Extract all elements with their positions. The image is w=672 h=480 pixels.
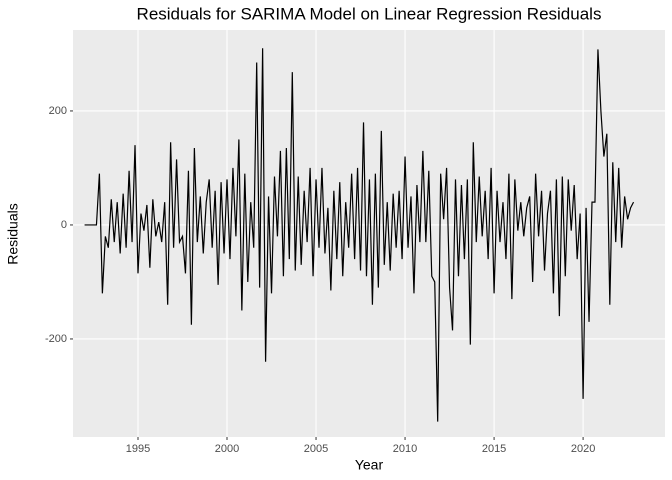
- y-tick-label: 0: [61, 219, 67, 231]
- x-tick-label: 2020: [571, 443, 595, 455]
- x-axis-title: Year: [355, 457, 384, 473]
- x-tick-label: 1995: [126, 443, 150, 455]
- chart-title: Residuals for SARIMA Model on Linear Reg…: [137, 4, 602, 23]
- y-axis-title: Residuals: [5, 203, 21, 264]
- y-tick-label: -200: [45, 333, 67, 345]
- residual-line: [84, 48, 635, 422]
- x-tick-label: 2000: [215, 443, 239, 455]
- x-tick-label: 2005: [304, 443, 328, 455]
- x-tick-label: 2010: [393, 443, 417, 455]
- y-tick-label: 200: [49, 105, 67, 117]
- x-tick-label: 2015: [482, 443, 506, 455]
